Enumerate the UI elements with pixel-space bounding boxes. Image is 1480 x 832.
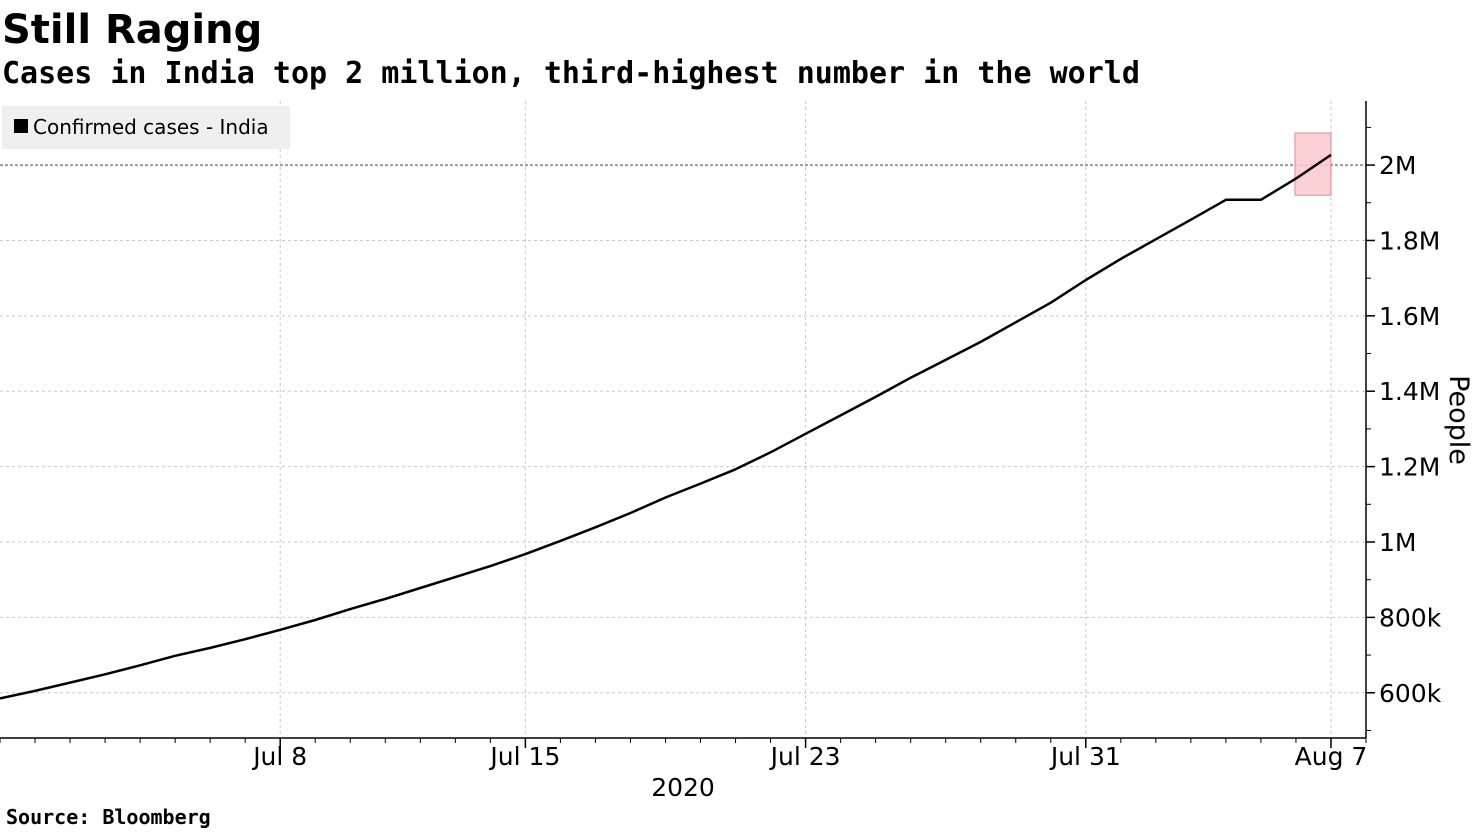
x-tick-label: Jul 15 <box>488 742 560 771</box>
x-axis-ticks: Jul 8 Jul 15 Jul 23 Jul 31 Aug 7 <box>0 738 1367 771</box>
y-tick-label: 1M <box>1379 528 1416 557</box>
source-note: Source: Bloomberg <box>6 805 211 829</box>
x-tick-label: Aug 7 <box>1295 742 1368 771</box>
legend-swatch <box>14 119 28 133</box>
chart-title: Still Raging <box>2 7 263 53</box>
y-axis-ticks: 600k 800k 1M 1.2M 1.4M 1.6M 1.8M 2M <box>1366 126 1442 731</box>
highlight-rect <box>1294 132 1332 196</box>
x-tick-label: Jul 31 <box>1049 742 1121 771</box>
legend-background <box>2 106 290 149</box>
series-line <box>0 153 1332 700</box>
y-tick-label: 2M <box>1379 151 1416 180</box>
y-tick-label: 1.4M <box>1379 377 1440 406</box>
highlight-box <box>1294 132 1332 196</box>
y-tick-label: 800k <box>1379 603 1442 632</box>
y-tick-label: 1.8M <box>1379 226 1440 255</box>
x-axis-title: 2020 <box>651 773 715 802</box>
y-tick-label: 1.6M <box>1379 302 1440 331</box>
x-tick-label: Jul 23 <box>769 742 841 771</box>
x-tick-label: Jul 8 <box>251 742 307 771</box>
chart-subtitle: Cases in India top 2 million, third-high… <box>2 56 1140 91</box>
y-tick-label: 1.2M <box>1379 453 1440 482</box>
legend: Confirmed cases - India <box>2 106 290 149</box>
y-axis-title: People <box>1443 375 1474 465</box>
gridlines <box>0 101 1366 738</box>
axes <box>0 101 1367 739</box>
series-lines <box>0 153 1332 700</box>
legend-label: Confirmed cases - India <box>33 115 269 139</box>
y-tick-label: 600k <box>1379 679 1442 708</box>
